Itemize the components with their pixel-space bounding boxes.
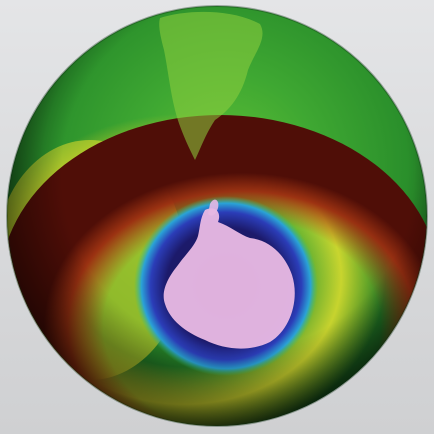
globe-rim <box>6 5 428 427</box>
globe-edge-shading <box>7 6 427 426</box>
